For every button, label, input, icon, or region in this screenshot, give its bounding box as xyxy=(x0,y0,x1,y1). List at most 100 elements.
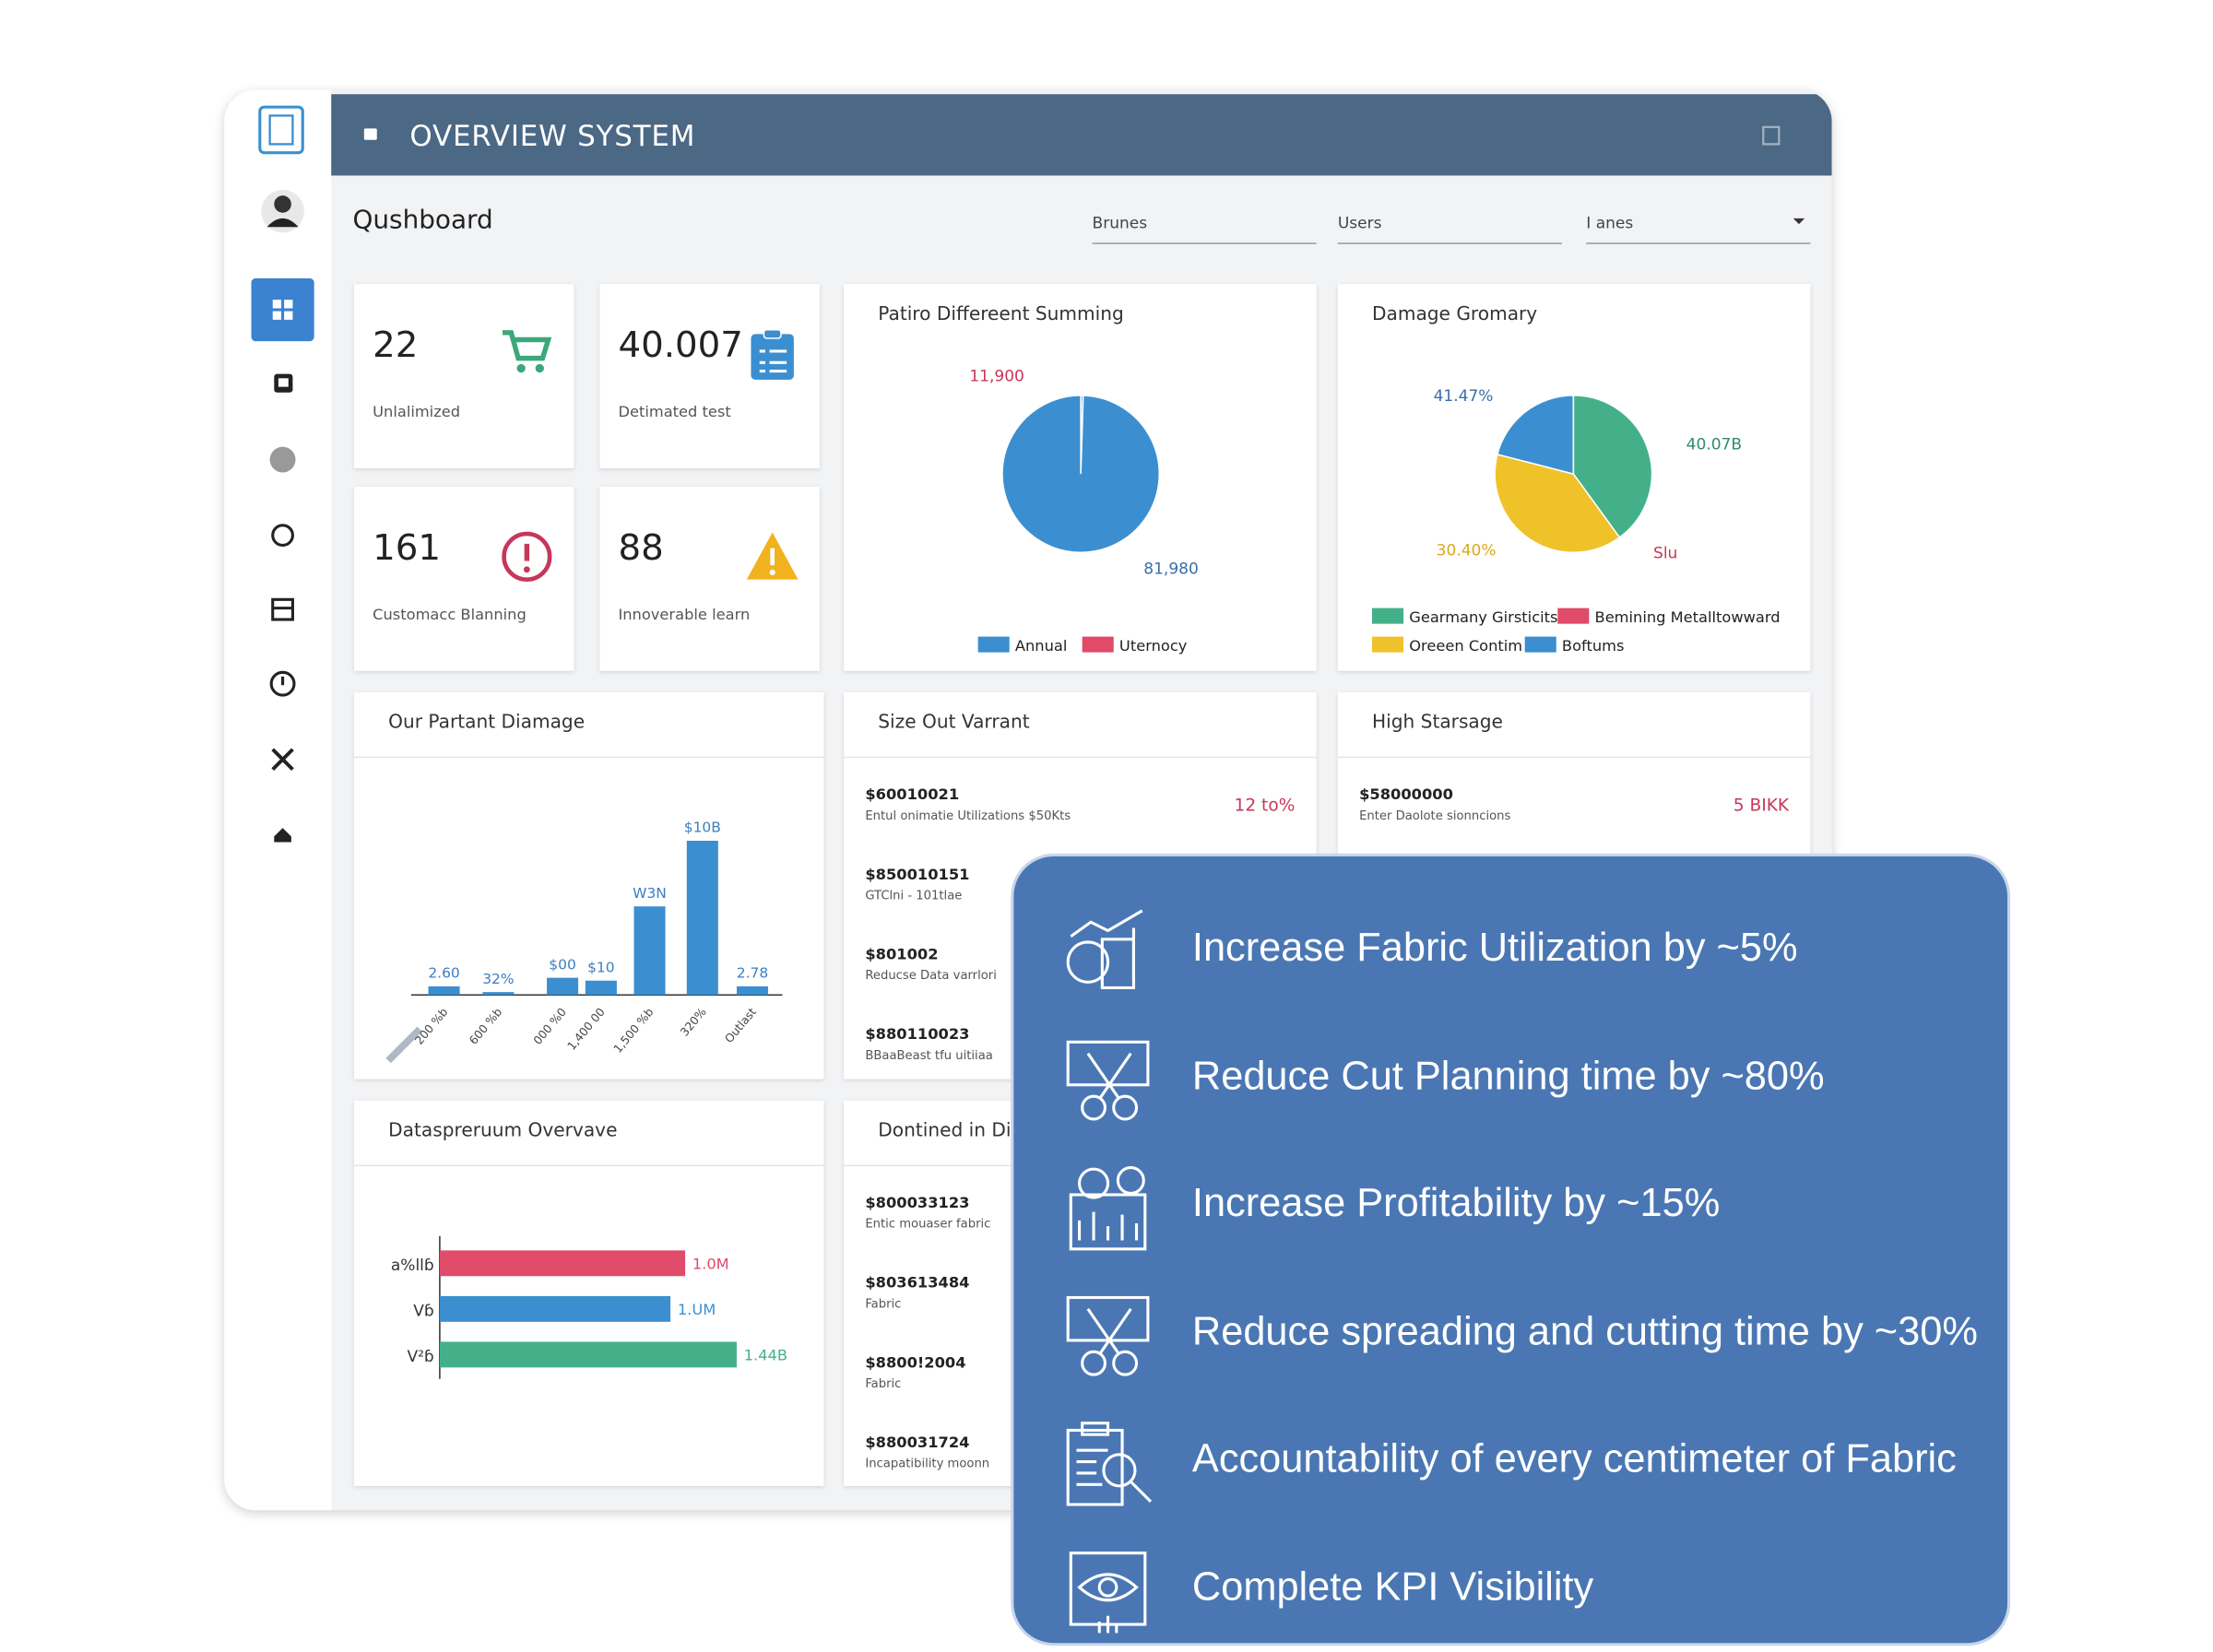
item-amount: $803613484 xyxy=(865,1274,970,1292)
benefit-icon xyxy=(1112,1349,1139,1375)
item-value: 5 BIKK xyxy=(1733,795,1790,816)
kpi-card: 40.007 Detimated test xyxy=(599,284,820,468)
benefit-icon xyxy=(1070,909,1143,938)
kpi-card: 161 Customacc Blanning xyxy=(354,487,574,671)
x-tick-label: 000 %0 xyxy=(531,1006,569,1047)
benefit-icon xyxy=(1066,1040,1150,1086)
card-title: Our Partant Diamage xyxy=(388,712,586,734)
chart-svg xyxy=(503,330,552,373)
bar xyxy=(633,906,666,996)
pie-slice xyxy=(1496,395,1575,476)
kpi-value: 22 xyxy=(373,324,419,366)
x-tick-label: 1,400 00 xyxy=(565,1006,608,1053)
pie-card: Patiro Differeent Summing 11,900 81,980 Ann… xyxy=(844,284,1317,671)
y-tick-label: a%llɓ xyxy=(391,1257,434,1275)
slice-label: 41.47% xyxy=(1434,387,1494,406)
header-icon xyxy=(363,128,377,140)
legend-swatch xyxy=(1557,608,1590,624)
chart-svg xyxy=(1066,1422,1153,1506)
benefit-icon xyxy=(1077,1572,1139,1601)
chart-svg xyxy=(1066,1040,1150,1120)
kpi-icon xyxy=(523,566,530,573)
hbar-card: Dataspreruum Overvave 1.0M a%llɓ 1.UM Vɓ 1.44… xyxy=(354,1100,824,1486)
bar xyxy=(686,841,718,996)
filter-input[interactable]: I anes xyxy=(1586,214,1811,244)
divider xyxy=(354,756,824,759)
item-amount: $60010021 xyxy=(865,786,960,804)
pie-slice xyxy=(1494,453,1621,553)
decor-stroke xyxy=(385,1026,422,1064)
chart-svg xyxy=(1069,1551,1147,1633)
chart-svg xyxy=(1066,1295,1150,1375)
bar-value-label: 32% xyxy=(482,971,514,987)
benefit-icon xyxy=(1076,1448,1153,1503)
benefit-icon xyxy=(1116,1166,1145,1195)
benefit-text: Complete KPI Visibility xyxy=(1191,1564,1594,1609)
bar-value-label: 1.44B xyxy=(744,1347,787,1364)
benefits-panel: Increase Fabric Utilization by ~5% Reduce… xyxy=(1011,853,2011,1646)
item-amount: $800033123 xyxy=(865,1195,970,1212)
benefit-icon xyxy=(1081,1349,1106,1375)
legend-swatch xyxy=(1372,608,1404,624)
chart-svg xyxy=(746,532,799,580)
header-bar: OVERVIEW SYSTEM xyxy=(331,94,1832,176)
chart-svg xyxy=(751,328,794,380)
card-title: Dataspreruum Overvave xyxy=(388,1120,618,1142)
chart-svg: 2.60 200 %b 32% 600 %b $00 000 %0 $10 1,400 00 W… xyxy=(385,820,783,1064)
item-desc: GTClni - 101tlae xyxy=(865,889,963,904)
kpi-icon xyxy=(751,334,794,380)
bar xyxy=(439,1341,737,1368)
legend-swatch xyxy=(977,636,1010,653)
bar-value-label: 2.78 xyxy=(737,965,768,982)
kpi-value: 88 xyxy=(618,526,664,569)
kpi-icon xyxy=(769,569,775,575)
item-desc: Fabric xyxy=(865,1377,902,1392)
benefit-text: Reduce Cut Planning time by ~80% xyxy=(1191,1052,1825,1097)
benefit-text: Reduce spreading and cutting time by ~30… xyxy=(1191,1308,1978,1353)
legend-label: Annual xyxy=(1015,637,1068,655)
slice-label: 81,980 xyxy=(1143,560,1199,578)
filter-input[interactable]: Users xyxy=(1337,214,1562,244)
kpi-label: Detimated test xyxy=(618,404,731,421)
legend-swatch xyxy=(1372,636,1404,653)
kpi-icon xyxy=(502,531,552,582)
bar xyxy=(585,980,617,996)
kpi-icon xyxy=(759,349,787,373)
kpi-label: Customacc Blanning xyxy=(373,607,527,624)
bar-value-label: 1.UM xyxy=(678,1301,716,1318)
benefit-icon xyxy=(1066,1295,1150,1341)
bar-value-label: 2.60 xyxy=(428,965,459,982)
header-menu[interactable] xyxy=(1762,125,1782,146)
item-desc: Entul onimatie Utilizations $50Kts xyxy=(865,808,1071,824)
slice-label: 30.40% xyxy=(1437,541,1497,560)
filter-input[interactable]: Brunes xyxy=(1092,214,1317,244)
kpi-value: 161 xyxy=(373,526,442,569)
benefit-icon xyxy=(1081,1422,1110,1436)
chart-svg xyxy=(1069,1166,1147,1251)
bar xyxy=(439,1295,671,1322)
bar-card: Our Partant Diamage 2.60 200 %b 32% 600 %b $0… xyxy=(354,691,824,1080)
item-desc: Reducse Data varrlori xyxy=(865,969,997,984)
pie-slice xyxy=(1001,395,1161,553)
bar-value-label: $10 xyxy=(587,959,615,975)
item-amount: $880110023 xyxy=(865,1026,970,1044)
item-desc: Fabric xyxy=(865,1297,902,1312)
bar xyxy=(482,992,515,996)
x-tick-label: 600 %b xyxy=(467,1006,504,1047)
chart-svg xyxy=(1066,909,1143,990)
benefit-text: Increase Profitability by ~15% xyxy=(1191,1180,1721,1225)
card-title: Patiro Differeent Summing xyxy=(878,303,1124,326)
legend-label: Oreeen Contim xyxy=(1409,637,1522,655)
legend-label: Boftums xyxy=(1562,637,1625,655)
card-title: Dontined in Direr xyxy=(878,1120,1037,1142)
chart-svg xyxy=(1793,218,1805,225)
kpi-icon xyxy=(516,363,526,373)
item-desc: Enter Daolote sionncions xyxy=(1359,808,1511,824)
card-title: Size Out Varrant xyxy=(878,712,1030,734)
slice-label: 11,900 xyxy=(969,367,1024,385)
page-title: Qushboard xyxy=(352,205,493,236)
legend-label: Bemining Metalltowward xyxy=(1595,608,1781,626)
benefit-text: Increase Fabric Utilization by ~5% xyxy=(1191,925,1798,970)
